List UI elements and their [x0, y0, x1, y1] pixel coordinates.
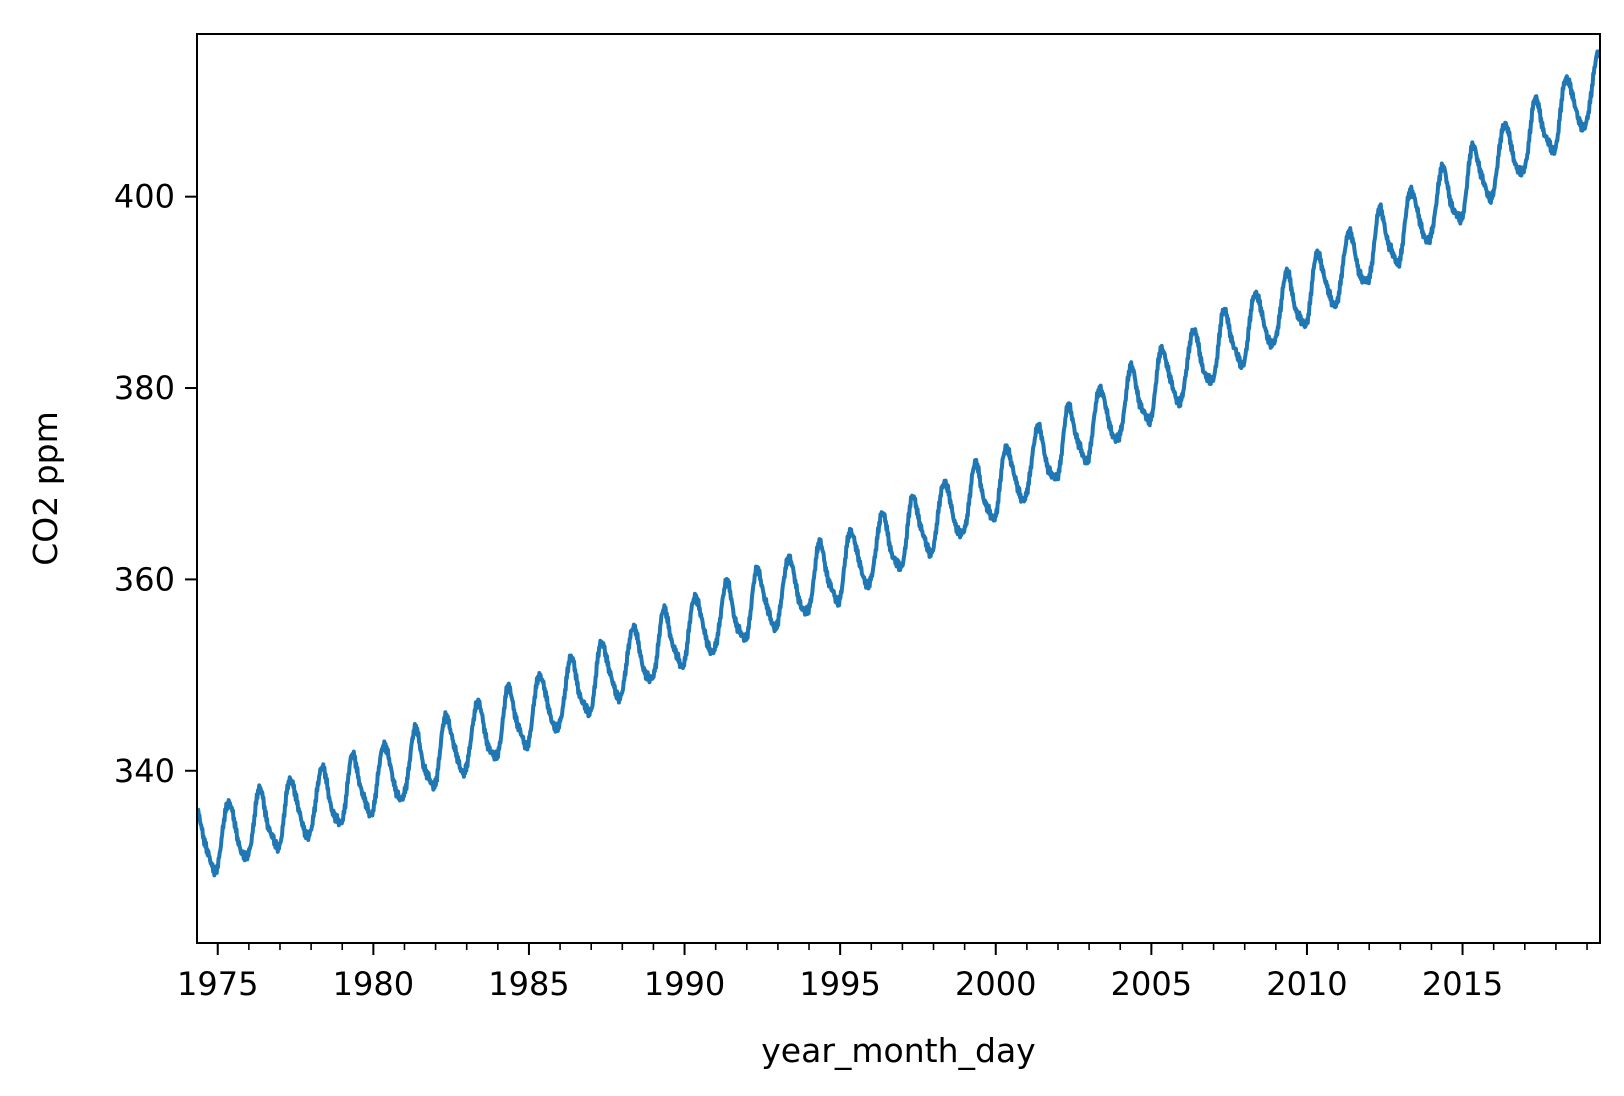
x-tick-label: 2000: [955, 965, 1036, 1003]
plot-area: [197, 49, 1600, 878]
x-major-ticks: 1975 1980 1985 1990 1995 2000 2005 2010 2015: [177, 943, 1503, 1003]
y-tick-label: 360: [114, 560, 175, 598]
x-minor-ticks: [216, 943, 1588, 950]
x-tick-label: 2015: [1422, 965, 1503, 1003]
y-tick-label: 400: [114, 178, 175, 216]
y-axis-label: CO2 ppm: [26, 411, 65, 566]
x-axis-label: year_month_day: [761, 1031, 1035, 1070]
x-tick-label: 1980: [333, 965, 414, 1003]
y-tick-label: 380: [114, 369, 175, 407]
co2-series-line: [197, 49, 1600, 878]
y-tick-label: 340: [114, 752, 175, 790]
x-tick-label: 1985: [488, 965, 569, 1003]
y-ticks: 340 360 380 400: [114, 178, 197, 790]
x-tick-label: 1975: [177, 965, 258, 1003]
x-tick-label: 2010: [1266, 965, 1347, 1003]
axes-frame: [196, 33, 1601, 944]
x-tick-label: 1995: [799, 965, 880, 1003]
x-tick-label: 1990: [644, 965, 725, 1003]
x-tick-label: 2005: [1111, 965, 1192, 1003]
